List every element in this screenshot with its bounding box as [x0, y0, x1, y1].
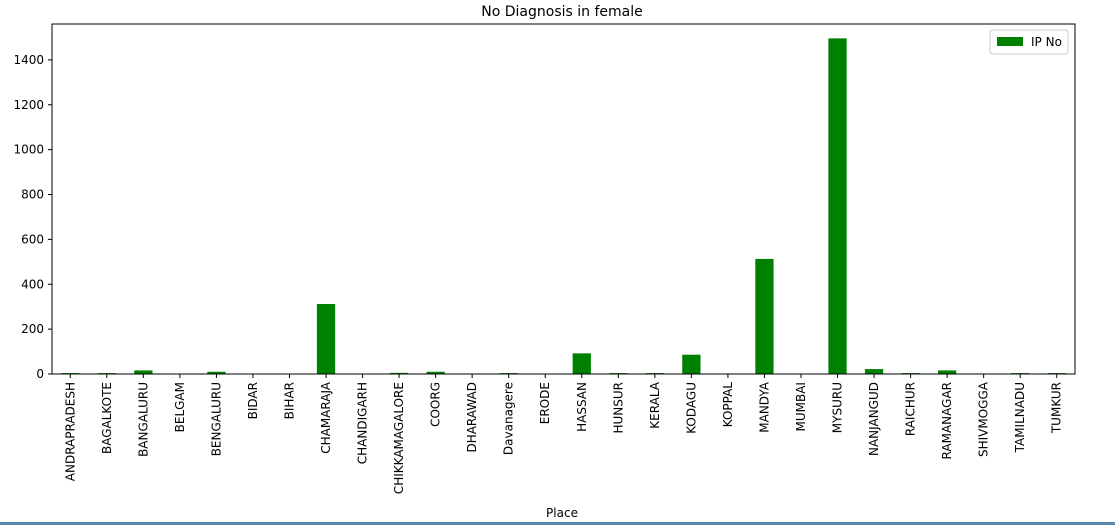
x-tick-label: TAMILNADU — [1013, 382, 1027, 453]
x-tick-label: BENGALURU — [209, 382, 223, 456]
y-tick-label: 1200 — [13, 98, 44, 112]
x-tick-label: BAGALKOTE — [100, 382, 114, 454]
x-tick-label: ANDRAPRADESH — [63, 382, 77, 481]
chart-title: No Diagnosis in female — [481, 4, 642, 20]
bar-nanjangud — [864, 369, 884, 374]
x-tick-label: KOPPAL — [721, 382, 735, 428]
y-tick-label: 0 — [36, 367, 44, 381]
x-tick-label: CHAMARAJA — [319, 381, 333, 454]
x-tick-label: BIHAR — [282, 382, 296, 419]
x-tick-label: HUNSUR — [611, 382, 625, 434]
x-tick-label: COORG — [429, 382, 443, 427]
y-tick-label: 200 — [21, 322, 44, 336]
bar-chikkamagalore — [389, 372, 409, 374]
x-tick-label: SHIVMOGGA — [977, 381, 991, 457]
y-tick-label: 600 — [21, 232, 44, 246]
x-tick-label: BANGALURU — [136, 382, 150, 457]
x-tick-label: KODAGU — [684, 382, 698, 434]
bars-group — [61, 38, 1066, 375]
x-tick-label: BELGAM — [173, 382, 187, 432]
legend: IP No — [989, 29, 1069, 55]
x-tick-label: RAMANAGAR — [940, 382, 954, 459]
x-tick-label: MYSURU — [831, 382, 845, 433]
bar-coorg — [426, 371, 445, 374]
plot-frame — [51, 23, 1076, 375]
bar-bengaluru — [207, 371, 226, 374]
legend-swatch — [997, 37, 1023, 46]
legend-label: IP No — [1031, 35, 1062, 49]
bar-mysuru — [828, 38, 847, 375]
bar-hassan — [572, 353, 591, 374]
x-tick-label: Davanagere — [502, 382, 516, 455]
bar-ramanagar — [937, 370, 957, 374]
bar-mandya — [755, 258, 774, 374]
x-axis-label: Place — [546, 506, 578, 520]
x-tick-label: RAICHUR — [904, 382, 918, 436]
y-tick-label: 1000 — [13, 143, 44, 157]
x-tick-label: HASSAN — [575, 382, 589, 432]
x-tick-label: DHARAWAD — [465, 382, 479, 453]
x-tick-label: CHANDIGARH — [356, 382, 370, 464]
bar-kodagu — [682, 354, 701, 374]
bottom-strip — [0, 522, 1115, 525]
x-tick-label: ERODE — [538, 382, 552, 424]
y-tick-label: 800 — [21, 188, 44, 202]
x-tick-label: BIDAR — [246, 382, 260, 419]
y-tick-label: 1400 — [13, 53, 44, 67]
bar-chamaraja — [316, 304, 336, 374]
y-axis: 0 200 400 600 800 1000 1200 1400 — [13, 53, 52, 381]
x-tick-label: CHIKKAMAGALORE — [392, 382, 406, 494]
x-tick-label: MANDYA — [757, 381, 771, 433]
x-tick-label: TUMKUR — [1050, 382, 1064, 434]
x-axis: ANDRAPRADESH BAGALKOTE BANGALURU BELGAM BENG… — [63, 374, 1064, 494]
x-tick-label: MUMBAI — [794, 382, 808, 431]
x-tick-label: KERALA — [648, 381, 662, 428]
bar-bangaluru — [134, 370, 153, 374]
x-tick-label: NANJANGUD — [867, 382, 881, 456]
legend-box — [989, 29, 1069, 55]
y-tick-label: 400 — [21, 277, 44, 291]
